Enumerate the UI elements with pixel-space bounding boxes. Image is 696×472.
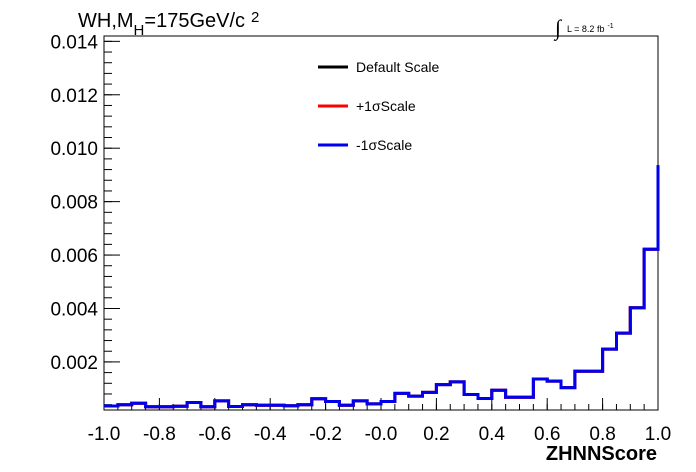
x-axis-label: ZHNNScore xyxy=(546,443,657,465)
x-tick-label: 0.4 xyxy=(479,424,506,445)
x-tick-label: -0.2 xyxy=(309,424,342,445)
legend: Default Scale +1σScale -1σScale xyxy=(318,59,439,153)
title-superscript: 2 xyxy=(251,9,259,26)
y-tick-label: 0.006 xyxy=(50,246,98,267)
chart-title: WH,MH=175GeV/c 2 xyxy=(78,9,259,39)
lumi-label: L = 8.2 fb -1 xyxy=(567,23,614,34)
x-tick-label: -0.0 xyxy=(365,424,398,445)
x-tick-label: -0.8 xyxy=(143,424,176,445)
title-main: WH,M xyxy=(78,10,134,32)
x-tick-label: 0.6 xyxy=(534,424,560,445)
lumi-superscript: -1 xyxy=(607,23,613,30)
series-layer xyxy=(104,165,660,409)
series-line-2 xyxy=(104,165,660,409)
legend-label-1: +1σScale xyxy=(356,98,416,114)
x-axis: -1.0 -0.8 -0.6 -0.4 -0.2 -0.0 0.2 0.4 0.6 0.8 1.0 xyxy=(88,398,671,445)
legend-label-0: Default Scale xyxy=(356,59,439,75)
y-tick-label: 0.008 xyxy=(50,193,98,214)
x-tick-label: 0.8 xyxy=(589,424,615,445)
x-tick-label: -0.6 xyxy=(198,424,231,445)
lumi-text: L = 8.2 fb xyxy=(567,24,604,34)
y-tick-label: 0.014 xyxy=(50,32,98,53)
y-tick-label: 0.002 xyxy=(50,353,98,374)
x-tick-label: 0.2 xyxy=(423,424,449,445)
y-tick-label: 0.010 xyxy=(50,139,98,160)
integral-symbol: ∫ xyxy=(553,15,563,41)
title-rest: =175GeV/c xyxy=(144,10,245,32)
title-subscript: H xyxy=(134,22,145,39)
x-tick-label: 1.0 xyxy=(645,424,671,445)
y-axis: 0.002 0.004 0.006 0.008 0.010 0.012 0.014 xyxy=(50,32,120,406)
legend-label-2: -1σScale xyxy=(356,137,412,153)
x-tick-label: -1.0 xyxy=(88,424,121,445)
y-tick-label: 0.012 xyxy=(50,86,98,107)
plot-frame xyxy=(103,35,659,411)
x-tick-label: -0.4 xyxy=(254,424,287,445)
y-tick-label: 0.004 xyxy=(50,299,98,320)
